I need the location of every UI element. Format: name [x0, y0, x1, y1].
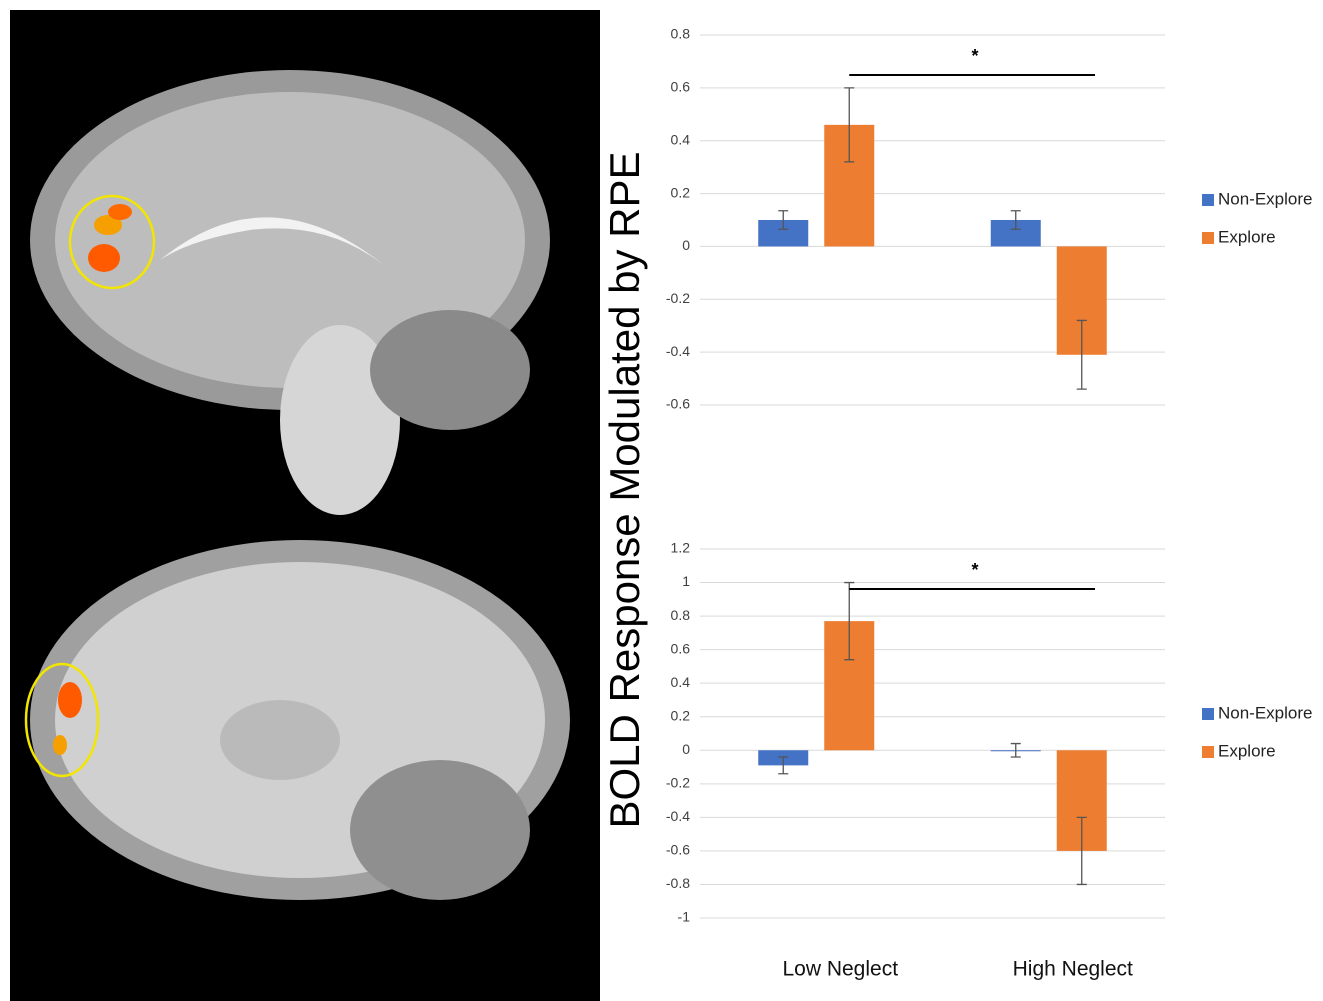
legend-label: Explore [1218, 227, 1276, 246]
legend-label: Non-Explore [1218, 703, 1313, 722]
y-tick-label: 0.2 [671, 707, 691, 723]
x-tick-label: Low Neglect [782, 958, 898, 981]
legend-swatch [1202, 708, 1214, 720]
y-tick-label: 0 [682, 741, 690, 757]
y-tick-label: -0.4 [666, 343, 690, 359]
y-tick-label: 0.6 [671, 79, 691, 95]
y-tick-label: 0.4 [671, 674, 691, 690]
y-tick-label: -1 [678, 909, 691, 925]
legend-swatch [1202, 746, 1214, 758]
page: BOLD Response Modulated by RPE 0.8 0.6 0.4… [0, 0, 1323, 1001]
y-axis-title: BOLD Response Modulated by RPE [601, 151, 648, 828]
brain-panel [10, 10, 600, 1001]
legend-swatch [1202, 232, 1214, 244]
legend-label: Non-Explore [1218, 189, 1313, 208]
legend-label: Explore [1218, 741, 1276, 760]
y-tick-label: 0 [682, 237, 690, 253]
y-tick-label: 0.6 [671, 640, 691, 656]
y-tick-label: -0.8 [666, 875, 690, 891]
y-tick-label: 0.8 [671, 26, 691, 42]
y-tick-label: -0.4 [666, 808, 690, 824]
y-tick-label: 0.2 [671, 184, 691, 200]
y-tick-label: -0.2 [666, 290, 690, 306]
significance-label: * [971, 46, 978, 66]
legend-swatch [1202, 194, 1214, 206]
y-tick-label: 0.8 [671, 607, 691, 623]
y-tick-label: 0.4 [671, 131, 691, 147]
y-tick-label: 1.2 [671, 540, 691, 556]
y-tick-label: -0.6 [666, 842, 690, 858]
figure: BOLD Response Modulated by RPE 0.8 0.6 0.4… [0, 0, 1323, 1001]
significance-label: * [971, 560, 978, 580]
y-tick-label: -0.2 [666, 775, 690, 791]
x-tick-label: High Neglect [1013, 958, 1133, 981]
y-tick-label: 1 [682, 573, 690, 589]
y-tick-label: -0.6 [666, 396, 690, 412]
